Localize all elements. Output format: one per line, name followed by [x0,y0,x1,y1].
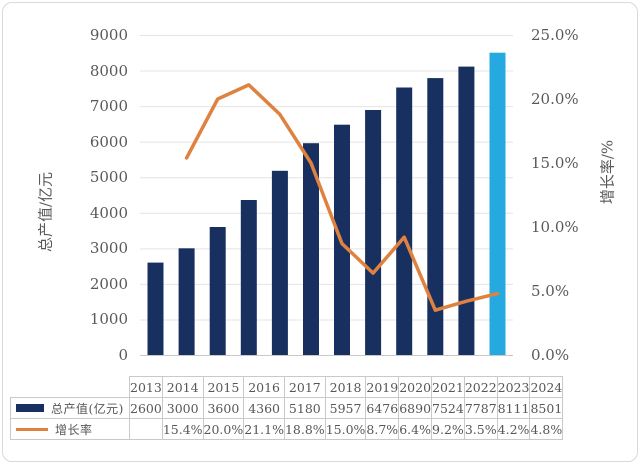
year-cell: 2017 [283,376,326,398]
left-axis-tick-label: 7000 [89,97,128,116]
left-axis-tick-label: 4000 [89,203,128,222]
year-cell: 2014 [161,376,204,398]
bar-2018 [303,143,319,355]
left-axis-tick-label: 2000 [89,274,128,293]
line-series-swatch [16,427,48,431]
value-cell: 20.0% [202,418,245,440]
value-cell: 15.0% [324,418,367,440]
right-axis-tick-label: 10.0% [531,218,579,236]
plot-area [140,35,513,356]
bar-2013 [147,262,164,355]
left-axis-tick-label: 9000 [89,26,128,44]
table-row-years: 2013 2014 2015 2016 2017 2018 2019 2020 2021 2022… [11,376,564,398]
year-cell: 2019 [365,376,400,398]
right-axis-tick-label: 0.0% [531,346,570,364]
year-cell: 2016 [243,376,285,398]
left-axis-tick-label: 0 [118,346,128,364]
bar-series-swatch [16,404,44,412]
value-cell: 7524 [431,397,465,419]
left-axis-tick-label: 8000 [89,61,128,80]
legend-entry: 总产值(亿元) [11,400,129,417]
year-cell: 2021 [431,376,465,398]
value-cell: 6890 [398,397,433,419]
legend-cell: 增长率 [10,418,130,440]
right-axis-tick-label: 25.0% [531,26,579,44]
value-cell: 7787 [463,397,498,419]
bar-2024 [489,52,506,355]
value-cell: 4360 [243,397,285,419]
legend-entry: 增长率 [11,421,129,438]
left-axis-tick-label: 3000 [89,239,128,258]
value-cell: 5957 [324,397,367,419]
year-cell: 2020 [398,376,433,398]
year-cell: 2018 [324,376,367,398]
legend-label: 增长率 [55,422,93,437]
left-axis-tick-label: 5000 [89,168,128,187]
table-row-series: 总产值(亿元) 2600 3000 3600 4360 5180 5957 6476 6890 7… [10,397,564,419]
value-cell: 4.8% [529,418,564,440]
legend-spacer-cell [11,377,130,398]
year-cell: 2024 [529,376,564,398]
right-axis-tick-label: 20.0% [531,90,579,108]
left-axis-tick-label: 6000 [89,132,128,151]
bar-2020 [365,110,382,355]
value-cell: 3000 [161,397,204,419]
value-cell: 6.4% [398,418,433,440]
bar-2016 [240,200,257,355]
legend-cell: 总产值(亿元) [10,397,130,419]
bar-2017 [271,170,288,355]
year-cell: 2023 [496,376,531,398]
left-axis-tick-label: 1000 [89,310,128,329]
value-cell: 3.5% [463,418,498,440]
bar-2022 [427,78,444,355]
value-cell [129,418,163,440]
bar-2021 [396,87,413,355]
value-cell: 15.4% [161,418,204,440]
table-row-series: 增长率 15.4% 20.0% 21.1% 18.8% 15.0% 8.7% 6.4% 9.2%… [10,418,564,440]
value-cell: 21.1% [243,418,285,440]
value-cell: 8111 [496,397,531,419]
value-cell: 6476 [365,397,400,419]
year-cell: 2015 [202,376,245,398]
year-cell: 2022 [463,376,498,398]
right-axis-title: 增长率/% [598,139,617,205]
value-cell: 9.2% [431,418,465,440]
value-cell: 2600 [129,397,163,419]
left-axis-title: 总产值/亿元 [36,171,55,253]
growth-rate-line [184,83,500,312]
value-cell: 8501 [529,397,564,419]
bar-2015 [209,227,226,355]
bar-2023 [458,66,475,355]
value-cell: 5180 [283,397,326,419]
value-cell: 8.7% [365,418,400,440]
legend-label: 总产值(亿元) [51,401,124,416]
right-axis-tick-label: 5.0% [531,282,570,300]
value-cell: 4.2% [496,418,531,440]
right-axis-tick-label: 15.0% [531,154,579,172]
data-table: 2013 2014 2015 2016 2017 2018 2019 2020 2021 2022… [10,376,564,440]
value-cell: 3600 [202,397,245,419]
bar-2014 [178,248,195,355]
year-cell: 2013 [129,376,163,398]
value-cell: 18.8% [283,418,326,440]
